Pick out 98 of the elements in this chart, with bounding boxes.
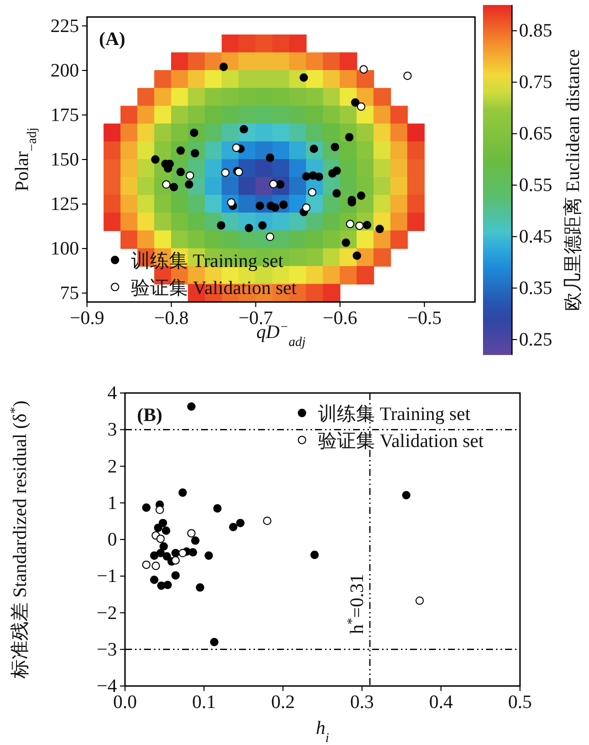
color-bar-label: 0.85 <box>519 20 552 42</box>
point <box>266 154 274 162</box>
point <box>156 534 165 543</box>
point <box>375 224 384 234</box>
point <box>154 524 162 532</box>
point <box>186 171 194 180</box>
color-bar-label: 0.65 <box>519 124 552 145</box>
point <box>210 638 218 646</box>
y-tick-label: 75 <box>60 283 79 304</box>
annotation: (A) <box>99 29 126 50</box>
color-bar-label: 0.45 <box>519 226 552 248</box>
x-tick-label: −0.9 <box>70 308 104 329</box>
point <box>332 166 341 175</box>
point <box>232 144 240 152</box>
point <box>402 490 410 500</box>
point <box>196 583 204 592</box>
legend-label: 验证集 Validation set <box>318 431 484 452</box>
point <box>150 551 158 560</box>
y-tick-label: 4 <box>108 383 118 404</box>
x-tick-label: 0.1 <box>192 692 216 713</box>
x-tick-label: 0.5 <box>508 692 532 713</box>
point <box>171 571 180 580</box>
point <box>300 73 308 82</box>
legend-label: 验证集 Validation set <box>131 278 298 299</box>
point <box>162 526 170 535</box>
point <box>221 168 230 177</box>
y-tick-label: −2 <box>96 602 117 624</box>
legend-label: 训练集 Training set <box>318 404 472 425</box>
x-tick-label: 0.4 <box>429 692 454 713</box>
y-tick-label: 3 <box>108 420 117 441</box>
point <box>150 576 158 584</box>
point <box>151 155 160 164</box>
y-tick-label: 200 <box>50 60 79 82</box>
point <box>314 172 324 181</box>
x-tick-label: 0.3 <box>350 692 374 713</box>
point <box>263 516 272 526</box>
point <box>415 596 424 605</box>
point <box>171 556 180 565</box>
y-tick-label: 125 <box>50 194 79 216</box>
y-tick-label: 1 <box>108 492 117 514</box>
point <box>219 62 228 72</box>
point <box>156 506 164 514</box>
y-tick-label: 225 <box>50 16 79 37</box>
x-tick-label: −0.8 <box>154 308 189 329</box>
point <box>356 191 366 200</box>
point <box>269 180 278 188</box>
point <box>352 251 362 260</box>
point <box>244 224 254 232</box>
point <box>178 548 187 558</box>
point <box>156 548 165 558</box>
point <box>355 222 364 230</box>
point <box>345 133 354 142</box>
point <box>160 542 168 551</box>
point <box>356 102 366 111</box>
x-tick-label: −0.5 <box>407 308 442 329</box>
point <box>187 529 196 538</box>
y-tick-label: 100 <box>50 238 79 260</box>
x-tick-label: −0.6 <box>322 308 358 329</box>
point <box>308 188 316 196</box>
point <box>163 580 172 590</box>
point <box>359 65 368 74</box>
point <box>152 562 160 570</box>
point <box>204 551 213 560</box>
point <box>213 504 222 513</box>
point <box>170 182 178 192</box>
point <box>187 402 196 411</box>
point <box>266 232 274 242</box>
y-tick-label: 2 <box>108 456 117 478</box>
point <box>162 552 172 561</box>
x-tick-label: 0.2 <box>271 692 295 713</box>
point <box>188 548 198 557</box>
point <box>270 203 280 212</box>
annotation: (B) <box>137 405 162 426</box>
color-bar-label: 0.75 <box>519 72 552 94</box>
point <box>310 550 319 560</box>
point <box>216 221 226 230</box>
point <box>229 522 238 532</box>
point <box>178 488 187 497</box>
y-tick-label: −1 <box>96 566 117 588</box>
point <box>302 172 311 181</box>
point <box>332 189 341 198</box>
color-bar-label: 0.25 <box>519 330 552 351</box>
point <box>236 518 245 528</box>
y-tick-label: 150 <box>50 150 79 170</box>
color-bar-label: 0.55 <box>519 175 552 196</box>
point <box>191 536 200 545</box>
point <box>142 503 151 512</box>
color-bar-label: 0.35 <box>519 278 552 300</box>
point <box>351 98 360 107</box>
point <box>142 560 151 569</box>
x-axis-title: h$_{i}$ <box>316 718 330 744</box>
color-bar-title: 欧几里德距离 Euclidean distance <box>562 49 584 311</box>
point <box>403 72 412 80</box>
y-tick-label: −3 <box>96 639 117 660</box>
y-tick-label: 175 <box>50 104 79 126</box>
point <box>302 203 311 212</box>
point <box>184 180 194 189</box>
y-tick-label: 0 <box>108 530 117 550</box>
